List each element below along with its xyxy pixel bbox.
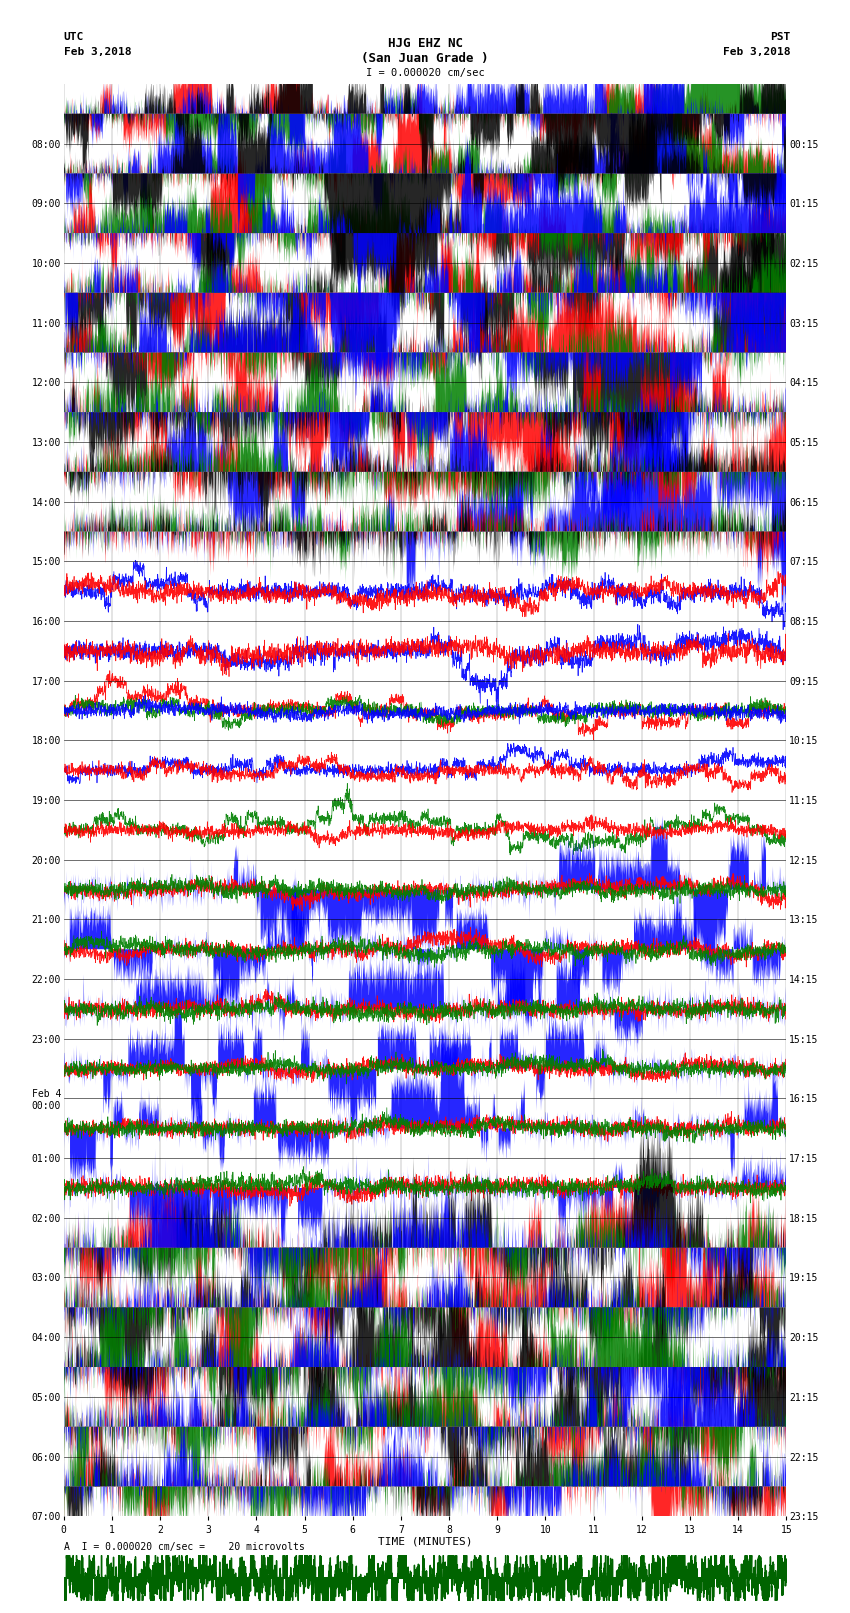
Text: Feb 3,2018: Feb 3,2018 [64, 47, 131, 56]
X-axis label: TIME (MINUTES): TIME (MINUTES) [377, 1537, 473, 1547]
Text: (San Juan Grade ): (San Juan Grade ) [361, 52, 489, 65]
Text: Feb 3,2018: Feb 3,2018 [723, 47, 791, 56]
Text: HJG EHZ NC: HJG EHZ NC [388, 37, 462, 50]
Text: I = 0.000020 cm/sec: I = 0.000020 cm/sec [366, 68, 484, 77]
Text: PST: PST [770, 32, 790, 42]
Text: UTC: UTC [64, 32, 84, 42]
Text: A  I = 0.000020 cm/sec =    20 microvolts: A I = 0.000020 cm/sec = 20 microvolts [64, 1542, 304, 1552]
